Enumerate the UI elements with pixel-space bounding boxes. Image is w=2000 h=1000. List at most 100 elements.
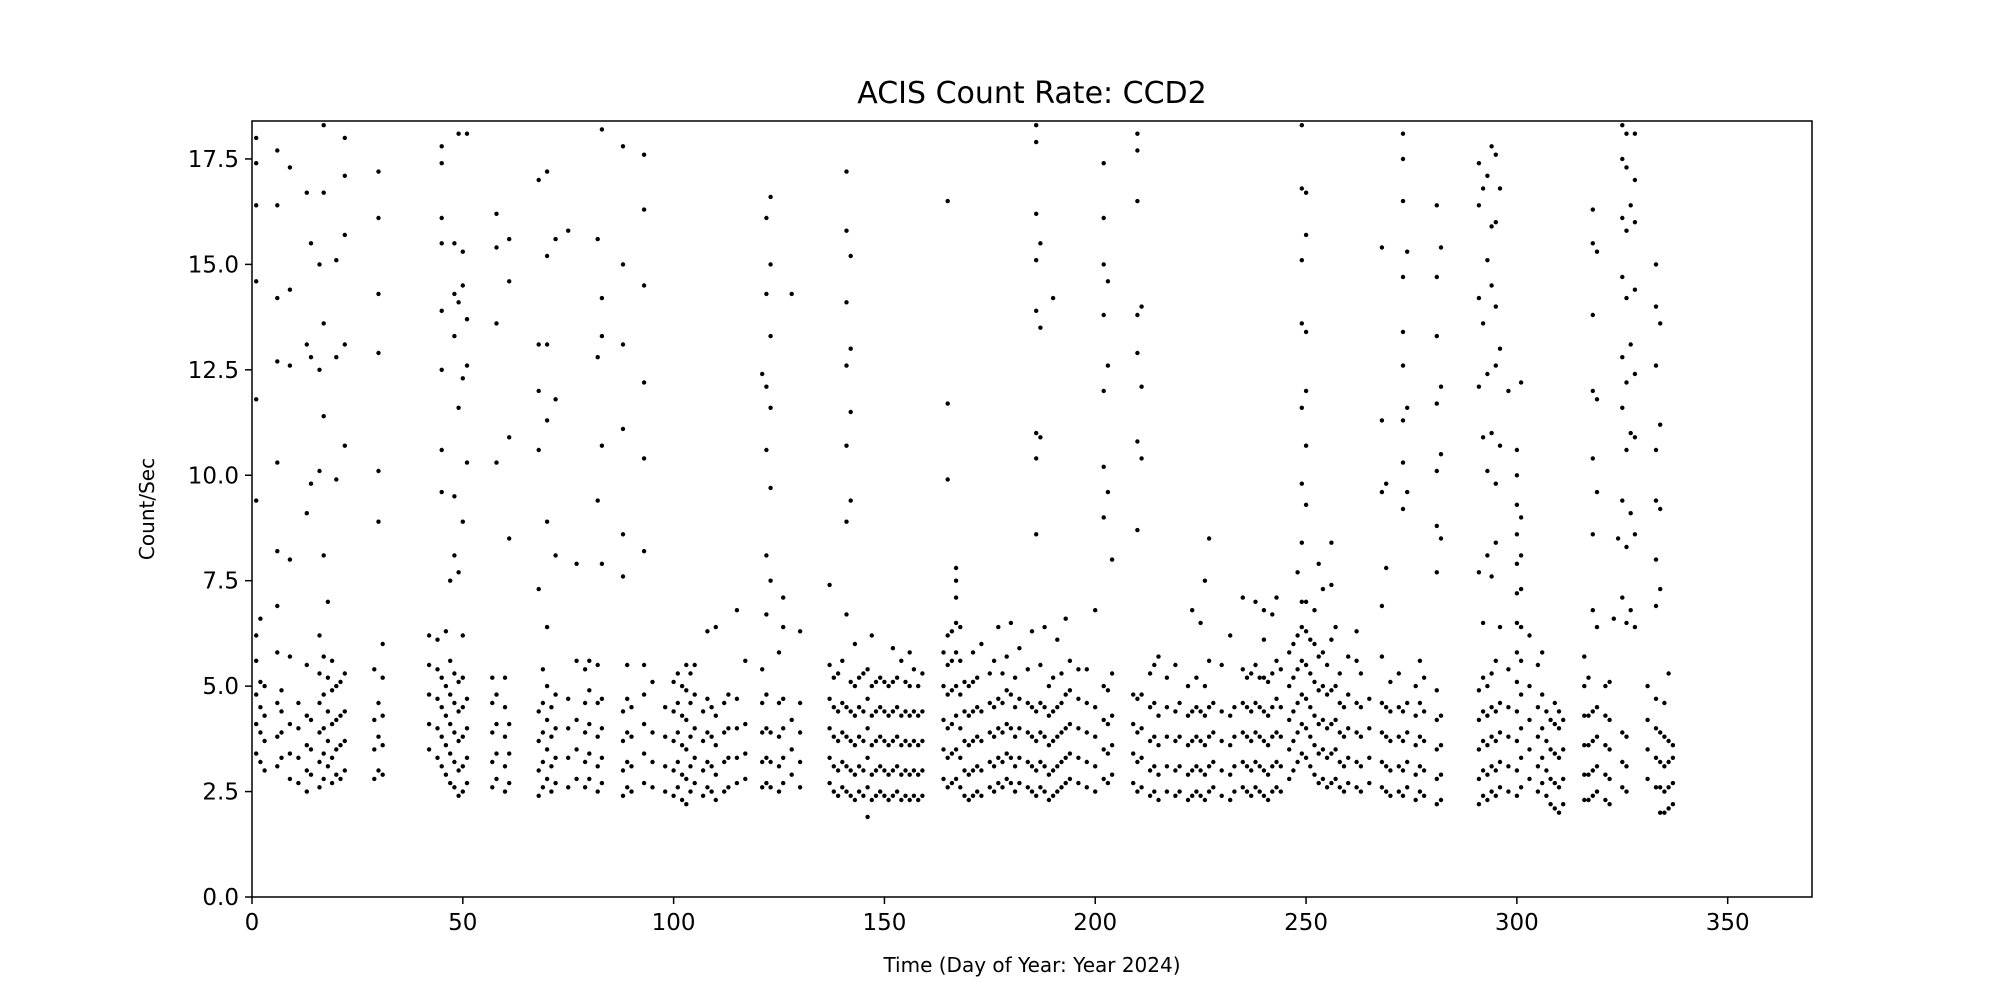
data-point (869, 683, 874, 689)
data-point (958, 755, 963, 760)
data-point (641, 662, 647, 668)
data-point (1662, 734, 1667, 739)
data-point (1405, 405, 1410, 410)
data-point (1518, 380, 1524, 385)
data-point (544, 253, 550, 259)
data-point (1316, 780, 1321, 786)
data-point (1493, 709, 1499, 714)
data-point (1202, 797, 1208, 803)
data-point (641, 456, 647, 461)
data-point (1050, 738, 1056, 744)
data-point (599, 561, 605, 566)
data-point (582, 667, 588, 672)
data-point (296, 755, 301, 760)
data-point (1303, 696, 1309, 701)
data-point (768, 333, 773, 339)
data-point (599, 726, 605, 731)
data-point (1434, 802, 1440, 807)
data-point (1177, 734, 1182, 739)
data-point (262, 738, 267, 744)
data-point (426, 692, 432, 697)
data-point (544, 776, 550, 782)
data-point (844, 228, 849, 233)
data-point (1396, 705, 1402, 710)
data-point (1139, 726, 1144, 731)
data-point (1476, 802, 1482, 807)
data-point (342, 768, 347, 773)
data-point (1586, 743, 1591, 748)
data-point (1008, 755, 1014, 760)
data-point (254, 203, 259, 208)
data-point (873, 679, 879, 685)
data-point (1379, 730, 1385, 735)
data-point (1038, 700, 1043, 706)
data-point (1025, 667, 1031, 672)
data-point (1135, 439, 1140, 444)
data-point (317, 759, 322, 765)
data-point (1607, 717, 1612, 723)
data-point (650, 759, 655, 765)
data-point (460, 376, 465, 381)
data-point (380, 743, 385, 748)
data-point (544, 747, 550, 752)
data-point (797, 629, 803, 634)
data-point (1253, 730, 1258, 735)
data-point (625, 696, 630, 701)
data-point (1434, 203, 1440, 208)
data-point (254, 279, 259, 284)
data-point (279, 688, 284, 693)
data-point (1320, 586, 1326, 592)
data-point (1135, 789, 1140, 794)
data-point (1556, 810, 1562, 815)
data-point (1514, 473, 1520, 478)
data-point (372, 667, 377, 672)
data-point (882, 793, 887, 798)
data-point (903, 679, 908, 685)
data-point (1177, 764, 1182, 769)
data-point (287, 751, 293, 756)
data-point (827, 726, 832, 731)
data-point (1303, 502, 1309, 507)
data-point (1101, 683, 1106, 689)
data-point (1548, 717, 1553, 723)
data-point (1219, 738, 1224, 744)
data-point (1354, 759, 1359, 765)
data-point (574, 561, 579, 566)
data-point (1628, 608, 1633, 613)
data-point (688, 700, 693, 706)
data-point (1034, 123, 1039, 128)
data-point (490, 730, 495, 735)
x-tick-label: 100 (652, 910, 696, 936)
data-point (1067, 751, 1073, 756)
data-point (1316, 751, 1321, 756)
data-point (1156, 654, 1161, 659)
data-point (435, 667, 440, 672)
data-point (886, 743, 891, 748)
data-point (1012, 734, 1018, 739)
data-point (1295, 570, 1300, 575)
data-point (1485, 553, 1490, 558)
data-point (275, 203, 280, 208)
data-point (1493, 220, 1499, 225)
data-point (831, 734, 836, 739)
data-point (1624, 228, 1629, 233)
data-point (566, 696, 571, 701)
data-point (1101, 388, 1106, 394)
data-point (970, 709, 976, 714)
data-point (1497, 730, 1503, 735)
data-point (768, 194, 773, 200)
data-point (1287, 650, 1292, 655)
data-point (625, 662, 630, 668)
data-point (464, 726, 470, 731)
data-point (1173, 768, 1178, 773)
data-point (1497, 624, 1503, 630)
data-point (726, 785, 731, 790)
data-point (1367, 780, 1372, 786)
data-point (553, 553, 558, 558)
data-point (1012, 675, 1018, 680)
data-point (494, 751, 499, 756)
data-point (1228, 797, 1233, 803)
data-point (907, 683, 912, 689)
data-point (625, 759, 630, 765)
data-point (1194, 789, 1199, 794)
